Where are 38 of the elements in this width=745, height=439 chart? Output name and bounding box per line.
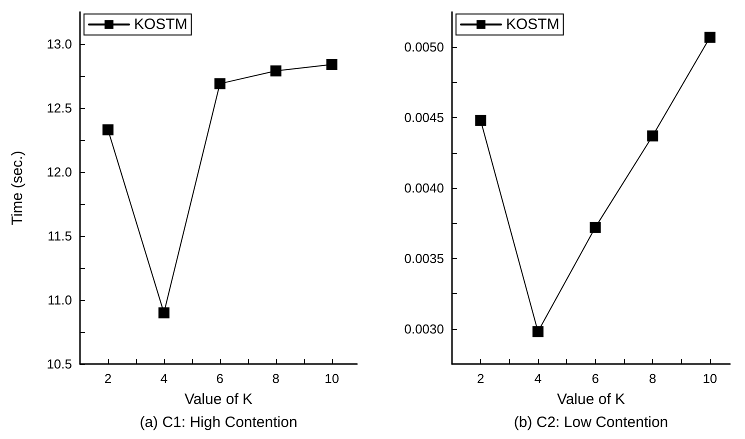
x-tick-label: 8 (272, 371, 280, 386)
legend-label: KOSTM (134, 16, 188, 33)
y-tick-label: 0.0035 (404, 250, 444, 266)
y-tick-label: 0.0045 (404, 110, 444, 126)
y-axis-title: Time (sec.) (9, 150, 26, 226)
point (270, 65, 282, 76)
x-tick-label: 6 (216, 371, 224, 386)
text: (a) C1: High Contention (140, 414, 298, 431)
x-tick-label: 6 (592, 371, 599, 386)
point (214, 78, 226, 90)
x-tick-label: 8 (649, 371, 656, 386)
point (590, 222, 601, 233)
point (475, 114, 486, 126)
x-tick-label: 2 (477, 371, 484, 386)
point (326, 58, 338, 70)
x-tick-label: 10 (324, 371, 340, 386)
x-axis-title: Value of K (184, 391, 253, 408)
x-tick-label: 2 (104, 371, 112, 386)
y-tick-label: 0.0030 (404, 321, 444, 336)
x-tick-label: 10 (702, 371, 718, 386)
y-tick-label: 12.5 (46, 100, 72, 116)
y-tick-label: 0.0040 (404, 180, 444, 196)
y-tick-label: 0.0050 (404, 40, 444, 55)
legend-label: KOSTM (506, 16, 560, 33)
point (158, 307, 170, 318)
point (102, 124, 114, 136)
y-tick-label: 13.0 (46, 36, 72, 52)
point (532, 326, 544, 338)
text: (b) C2: Low Contention (514, 414, 668, 431)
x-tick-label: 4 (534, 371, 542, 386)
x-tick-label: 4 (160, 371, 168, 386)
point (647, 130, 658, 142)
y-tick-label: 12.0 (46, 164, 72, 180)
y-tick-label: 11.5 (48, 228, 72, 244)
y-tick-label: 10.5 (46, 356, 72, 372)
y-tick-label: 11.0 (48, 292, 72, 308)
x-axis-title: Value of K (556, 391, 626, 408)
point (704, 32, 716, 43)
